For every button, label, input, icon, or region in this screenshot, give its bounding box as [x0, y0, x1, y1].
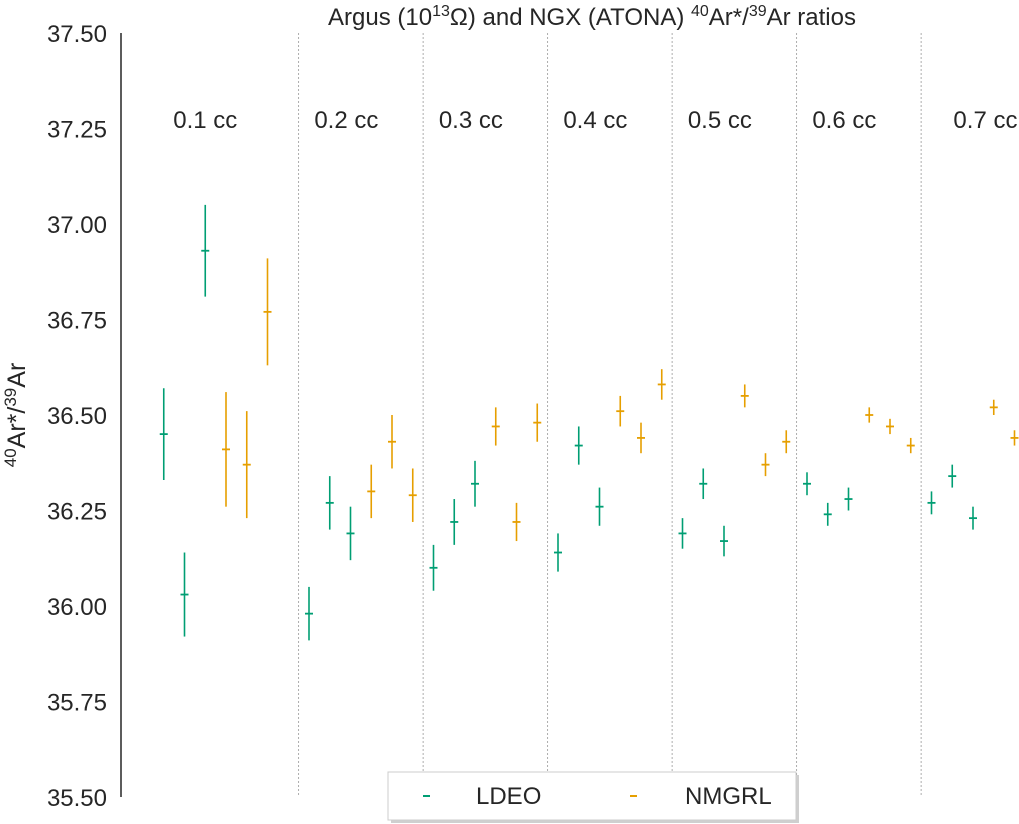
y-axis-label: 40Ar*/39Ar [1, 363, 31, 468]
group-label-3: 0.4 cc [563, 107, 627, 134]
group-labels: 0.1 cc 0.2 cc 0.3 cc 0.4 cc 0.5 cc 0.6 cc 0.7 … [173, 107, 1017, 134]
y-axis-ticks: 35.50 35.75 36.00 36.25 36.50 36.75 37.00 37.25… [47, 21, 107, 812]
legend-nmgrl-label: NMGRL [685, 783, 772, 810]
data-marks [159, 204, 1019, 641]
y-tick-label-1: 35.75 [47, 690, 107, 717]
y-tick-label-7: 37.25 [47, 117, 107, 144]
group-label-0: 0.1 cc [173, 107, 237, 134]
group-label-2: 0.3 cc [439, 107, 503, 134]
group-label-5: 0.6 cc [812, 107, 876, 134]
y-tick-label-0: 35.50 [47, 785, 107, 812]
group-label-1: 0.2 cc [314, 107, 378, 134]
y-tick-label-3: 36.25 [47, 499, 107, 526]
legend-box [387, 771, 797, 821]
group-dividers [298, 33, 922, 797]
y-tick-label-2: 36.00 [47, 594, 107, 621]
group-label-4: 0.5 cc [688, 107, 752, 134]
y-tick-label-8: 37.50 [47, 21, 107, 48]
legend: LDEO NMGRL [387, 771, 799, 823]
y-tick-label-5: 36.75 [47, 308, 107, 335]
group-label-6: 0.7 cc [953, 107, 1017, 134]
y-tick-label-4: 36.50 [47, 403, 107, 430]
legend-ldeo-label: LDEO [476, 783, 541, 810]
y-tick-label-6: 37.00 [47, 212, 107, 239]
chart-title: Argus (1013Ω) and NGX (ATONA) 40Ar*/39Ar… [328, 3, 856, 31]
